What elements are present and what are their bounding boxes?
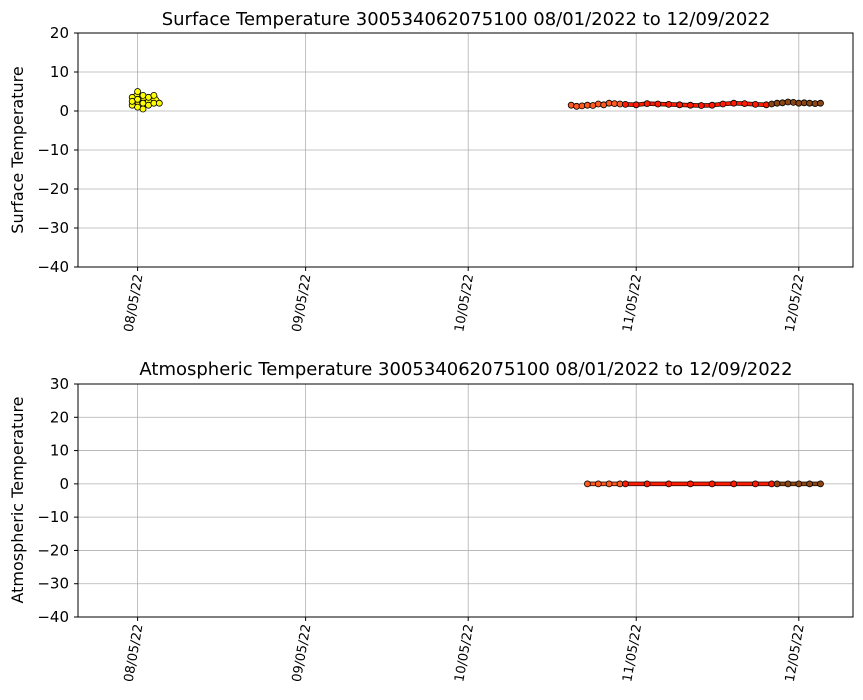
x-tick-label: 12/05/22 [783,273,808,333]
gridlines [78,32,853,268]
data-point [139,99,147,107]
data-point [643,480,651,488]
data-point [697,102,705,109]
y-tick-label: 20 [50,408,69,426]
data-point [622,480,629,488]
data-point [784,480,792,488]
y-tick-label: 10 [50,63,69,81]
data-point [687,480,694,488]
data-point [622,101,629,108]
y-tick-label: 0 [59,102,69,120]
data-point [150,92,158,99]
data-point [643,100,651,107]
x-tick-label: 08/05/22 [122,623,147,683]
data-point [567,101,575,109]
data-point [741,100,748,107]
data-points [128,88,824,113]
data-point [665,480,673,488]
y-axis-label: Surface Temperature [8,66,27,233]
data-point [584,101,591,109]
x-tick-label: 09/05/22 [290,273,315,333]
data-point [806,480,813,488]
data-point [795,480,803,488]
chart-title: Surface Temperature 300534062075100 08/0… [162,9,771,30]
y-tick-label: −10 [37,508,69,526]
y-axis-ticks: 30 20 10 0 −10 −20 −30 −40 [37,375,78,626]
data-point [817,480,824,488]
x-tick-label: 11/05/22 [620,623,645,683]
data-point [584,480,591,488]
data-point [779,99,786,107]
x-tick-label: 11/05/22 [620,273,645,333]
y-tick-label: −10 [37,141,69,159]
data-point [730,99,738,107]
data-point [632,101,640,109]
data-point [594,480,602,488]
x-tick-label: 09/05/22 [290,623,315,683]
data-point [139,105,147,113]
data-point [773,480,781,488]
y-tick-label: −40 [37,258,69,276]
data-point [134,88,142,95]
data-point [806,99,813,107]
data-point [752,480,759,488]
data-point [134,95,142,103]
y-axis-label: Atmospheric Temperature [8,396,27,603]
y-tick-label: −40 [37,608,69,626]
x-tick-label: 10/05/22 [452,623,477,683]
x-axis-ticks: 08/05/22 09/05/22 10/05/22 11/05/22 12/05/22 [122,267,808,333]
data-point [730,480,738,488]
y-tick-label: −30 [37,219,69,237]
x-tick-label: 08/05/22 [122,273,147,333]
data-point [817,99,824,107]
data-point [687,101,694,109]
data-point [719,100,727,108]
y-tick-label: 0 [59,475,69,493]
plot-frame [77,383,854,618]
surface-temperature-chart: Surface Temperature 300534062075100 08/0… [8,9,854,333]
y-tick-label: −20 [37,180,69,198]
data-point [708,480,716,488]
y-tick-label: −30 [37,575,69,593]
data-point [605,480,613,488]
x-axis-ticks: 08/05/22 09/05/22 10/05/22 11/05/22 12/05/22 [122,617,808,683]
data-point [611,100,618,107]
data-point [676,101,683,109]
plot-frame [77,32,854,268]
atmospheric-temperature-chart: Atmospheric Temperature 300534062075100 … [8,359,854,683]
y-tick-label: 20 [50,24,69,42]
y-tick-label: 10 [50,442,69,460]
x-tick-label: 10/05/22 [452,273,477,333]
gridlines [78,383,853,618]
data-point [139,92,147,99]
x-tick-label: 12/05/22 [783,623,808,683]
data-point [752,101,759,108]
y-tick-label: −20 [37,541,69,559]
chart-title: Atmospheric Temperature 300534062075100 … [139,359,792,380]
data-point [654,100,662,108]
y-tick-label: 30 [50,375,69,393]
data-point [708,101,716,109]
y-axis-ticks: 20 10 0 −10 −20 −30 −40 [37,24,78,276]
data-points [584,480,824,488]
data-point [155,99,163,107]
data-point [665,101,673,108]
